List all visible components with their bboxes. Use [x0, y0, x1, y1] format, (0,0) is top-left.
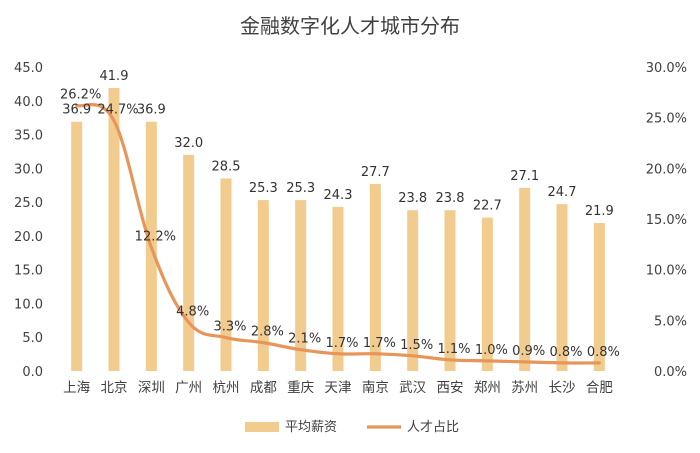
category-label: 苏州	[511, 380, 538, 396]
left-axis-tick-label: 10.0	[14, 297, 43, 312]
right-axis-tick-label: 5.0%	[654, 314, 687, 329]
left-axis-tick-label: 0.0	[22, 365, 43, 380]
line-data-label: 1.7%	[363, 336, 396, 351]
left-axis-tick-label: 35.0	[14, 129, 43, 144]
bar-data-label: 28.5	[212, 159, 241, 174]
bar	[593, 223, 605, 371]
left-axis-tick-label: 5.0	[22, 331, 43, 346]
category-label: 重庆	[287, 380, 314, 396]
legend: 平均薪资 人才占比	[245, 420, 459, 435]
bar-data-label: 36.9	[62, 103, 91, 118]
bar-data-label: 23.8	[436, 191, 465, 206]
category-label: 天津	[325, 380, 352, 396]
line-data-label: 0.8%	[549, 345, 582, 360]
bar-data-label: 41.9	[100, 69, 129, 84]
right-axis-tick-label: 0.0%	[654, 365, 687, 380]
category-label: 广州	[175, 380, 202, 396]
line-data-labels: 26.2%24.7% 12.2% 4.8% 3.3% 2.8% 2.1% 1.7% 1.7% 1…	[60, 88, 620, 360]
bar	[556, 204, 568, 371]
line-data-label: 1.7%	[325, 336, 358, 351]
left-axis-tick-label: 30.0	[14, 162, 43, 177]
line-data-label: 26.2%	[60, 88, 101, 103]
bar	[369, 183, 381, 371]
category-label: 深圳	[138, 380, 165, 396]
chart-title: 金融数字化人才城市分布	[240, 14, 460, 38]
bar-data-label: 27.7	[361, 165, 390, 180]
bar-data-label: 24.3	[324, 188, 353, 203]
bar-data-label: 27.1	[510, 169, 539, 184]
left-axis-tick-label: 45.0	[14, 61, 43, 76]
left-axis-tick-label: 15.0	[14, 264, 43, 279]
category-label: 杭州	[213, 380, 240, 396]
line-data-label: 1.0%	[475, 343, 508, 358]
bar	[481, 217, 493, 371]
category-label: 武汉	[399, 380, 426, 396]
line-data-label: 2.8%	[251, 325, 284, 340]
bar	[257, 200, 269, 371]
bar-data-label: 21.9	[585, 204, 614, 219]
category-label: 长沙	[549, 380, 576, 396]
right-axis-tick-label: 20.0%	[646, 162, 687, 177]
left-axis-tick-label: 20.0	[14, 230, 43, 245]
right-axis: 0.0% 5.0% 10.0% 15.0% 20.0% 25.0% 30.0%	[646, 61, 687, 380]
category-label: 北京	[101, 380, 128, 396]
left-axis-tick-label: 40.0	[14, 95, 43, 110]
right-axis-tick-label: 15.0%	[646, 213, 687, 228]
category-label: 西安	[437, 380, 464, 396]
category-label: 南京	[362, 380, 389, 396]
bar	[407, 210, 419, 371]
category-label: 郑州	[474, 380, 501, 396]
bar	[332, 206, 344, 371]
bar	[519, 187, 531, 371]
bar-data-label: 36.9	[137, 103, 166, 118]
bar-data-label: 22.7	[473, 199, 502, 214]
line-data-label: 12.2%	[135, 229, 176, 244]
legend-bar-label: 平均薪资	[285, 420, 337, 435]
category-label: 合肥	[586, 380, 613, 396]
legend-bar-swatch	[245, 422, 279, 432]
left-axis: 0.0 5.0 10.0 15.0 20.0 25.0 30.0 35.0 40.0 45.0	[14, 61, 43, 380]
line-data-label: 2.1%	[288, 332, 321, 347]
category-label: 成都	[250, 380, 277, 396]
line-data-label: 24.7%	[97, 103, 138, 118]
bar-data-label: 25.3	[249, 181, 278, 196]
bar-data-label: 23.8	[398, 191, 427, 206]
right-axis-tick-label: 30.0%	[646, 61, 687, 76]
category-label: 上海	[63, 380, 90, 396]
bar	[108, 87, 120, 371]
line-data-label: 0.8%	[587, 345, 620, 360]
legend-line-label: 人才占比	[407, 420, 459, 435]
right-axis-tick-label: 10.0%	[646, 264, 687, 279]
line-data-label: 4.8%	[176, 304, 209, 319]
bar-data-label: 25.3	[286, 181, 315, 196]
line-data-label: 1.5%	[400, 338, 433, 353]
category-axis: 上海 北京 深圳 广州 杭州 成都 重庆 天津 南京 武汉 西安 郑州 苏州 长沙 合肥	[63, 380, 613, 396]
line-data-label: 1.1%	[437, 342, 470, 357]
bar	[220, 178, 232, 371]
line-data-label: 0.9%	[512, 344, 545, 359]
bar-data-label: 32.0	[174, 136, 203, 151]
line-path	[75, 102, 601, 365]
right-axis-tick-label: 25.0%	[646, 112, 687, 127]
left-axis-tick-label: 25.0	[14, 196, 43, 211]
bar	[183, 154, 195, 371]
bar	[295, 200, 307, 371]
bar-data-label: 24.7	[548, 185, 577, 200]
bar	[71, 121, 83, 371]
bar-data-labels: 36.9 41.9 36.9 32.0 28.5 25.3 25.3 24.3 27.7 23.8…	[62, 69, 614, 219]
bar	[444, 210, 456, 371]
line-series	[75, 102, 601, 365]
line-data-label: 3.3%	[213, 320, 246, 335]
